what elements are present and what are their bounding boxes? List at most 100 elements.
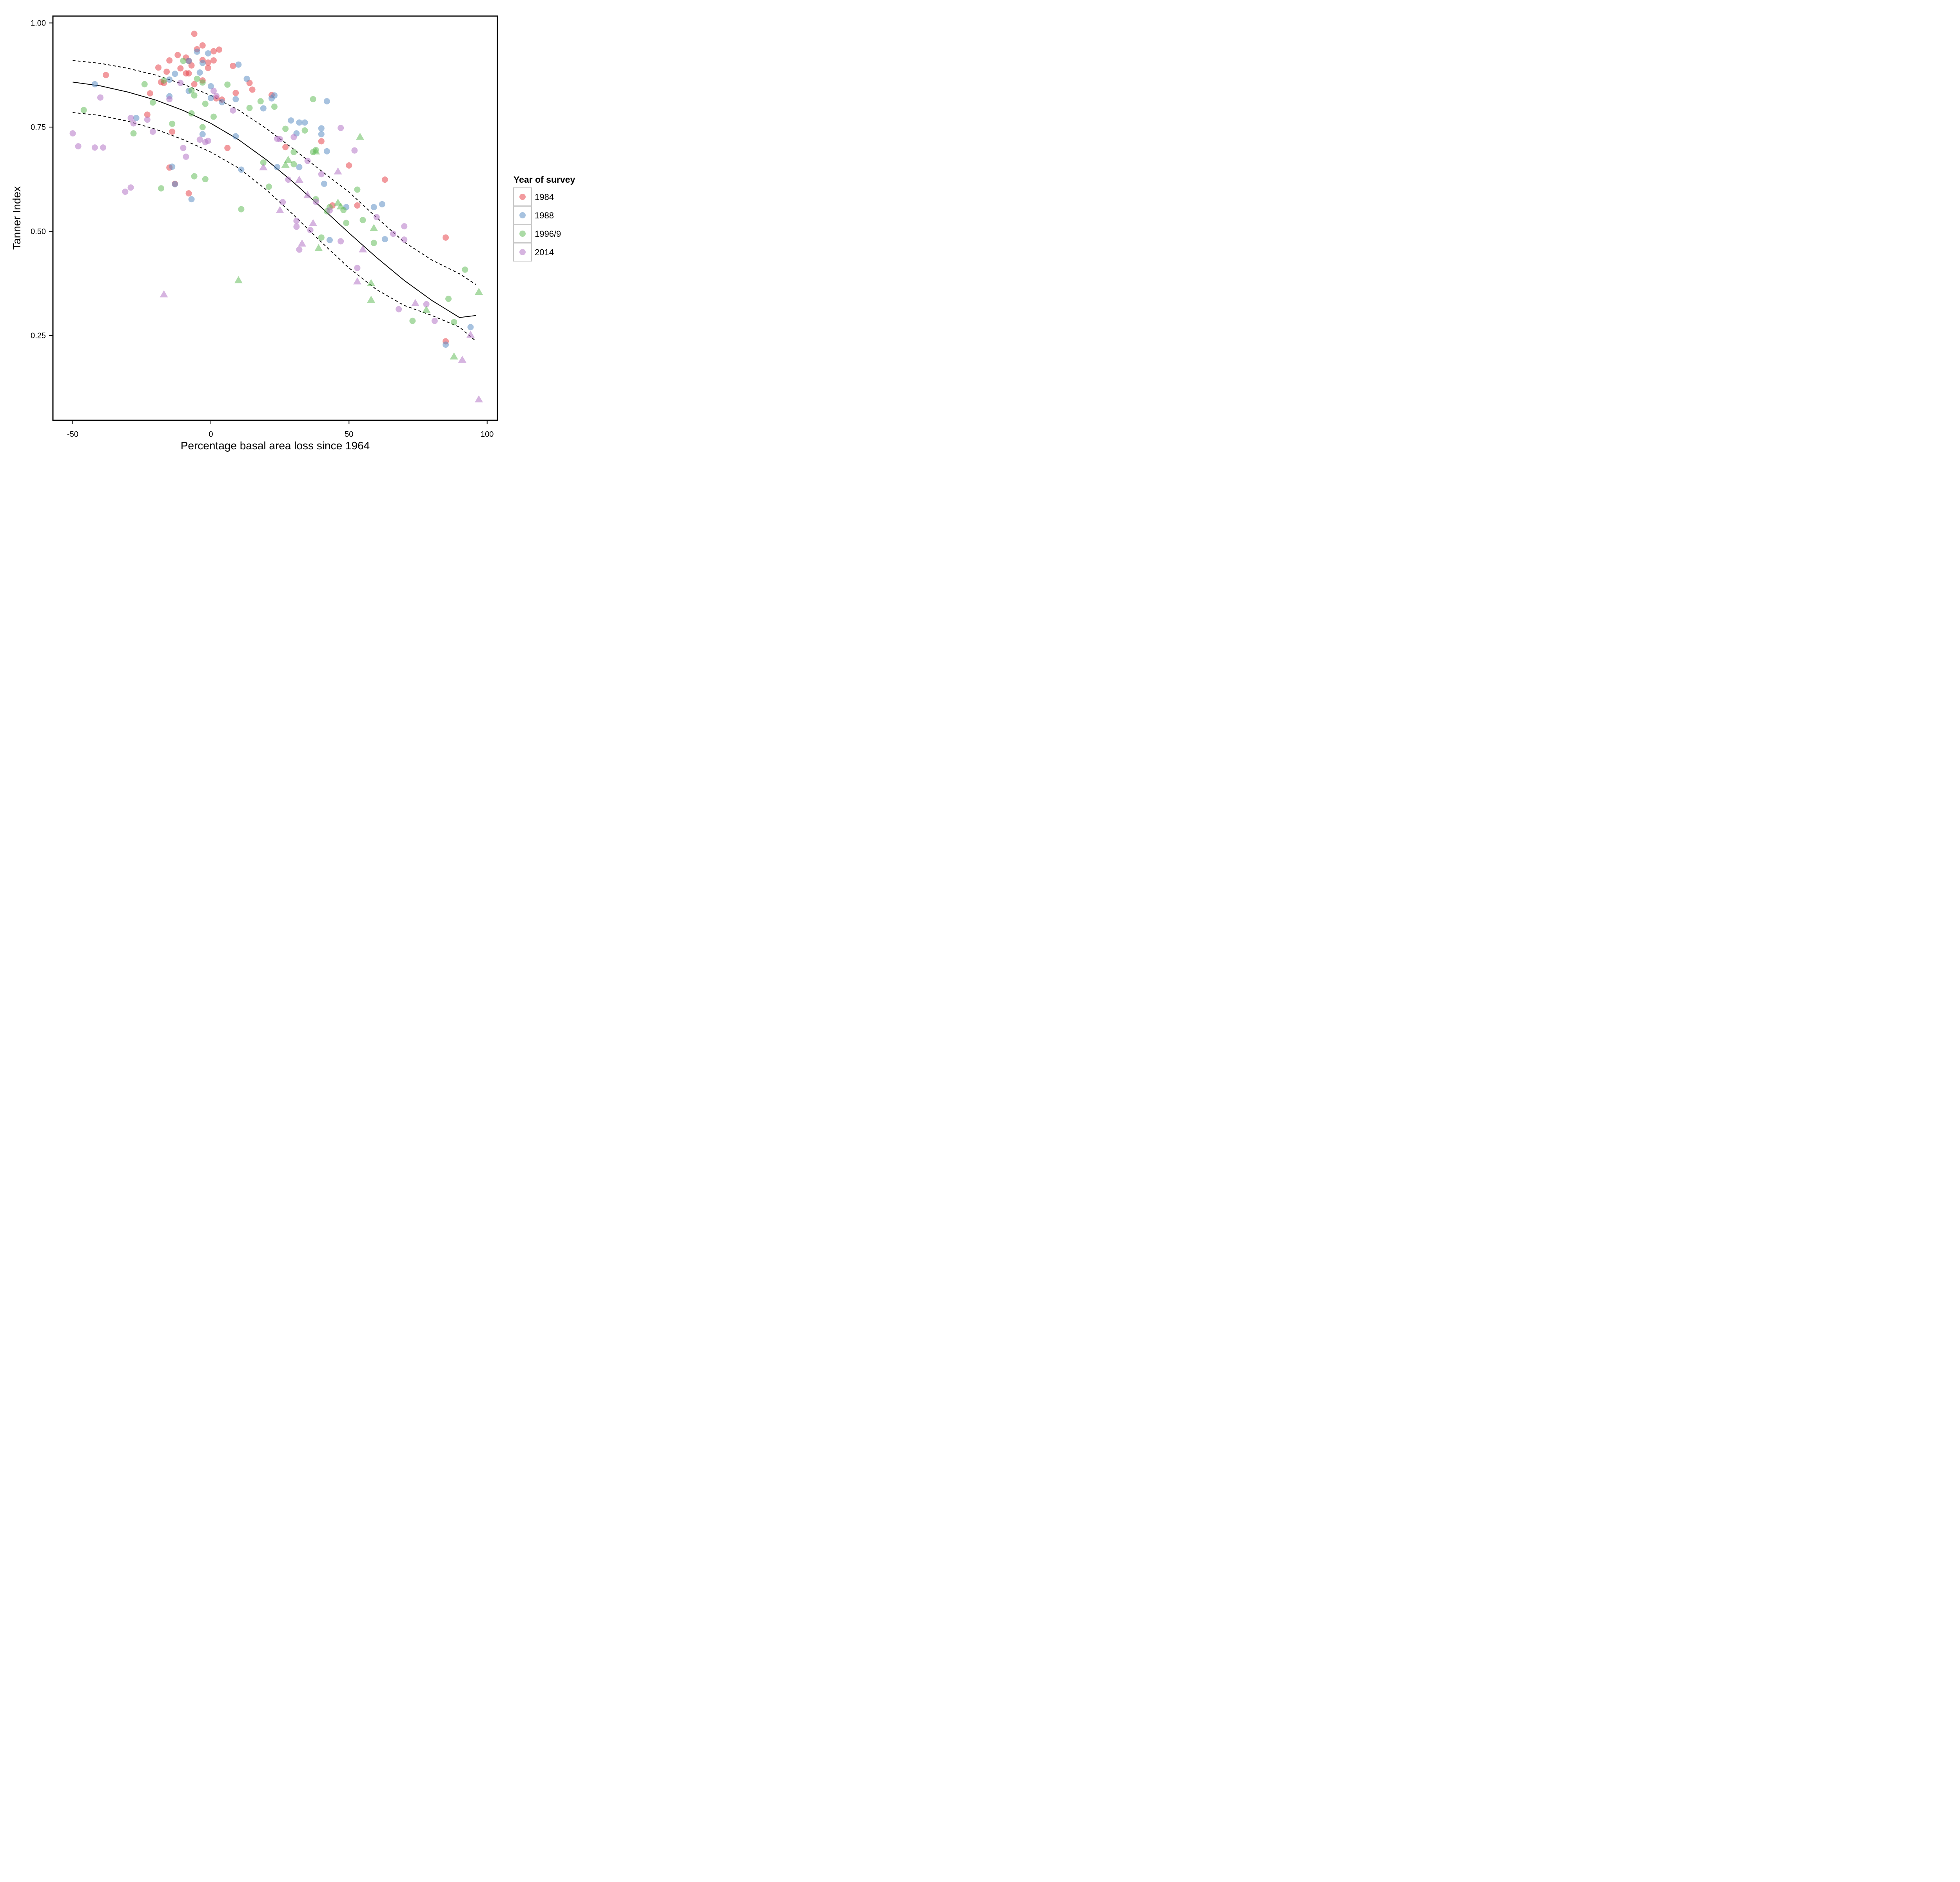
legend-key-marker [519, 194, 526, 200]
point-1988-40 [379, 201, 385, 207]
triangle-point-2014-12 [466, 331, 475, 338]
point-1988-30 [296, 164, 303, 171]
point-1996-9-18 [224, 81, 231, 88]
point-1984-7 [166, 57, 173, 64]
point-2014-13 [180, 145, 187, 151]
point-1988-14 [205, 50, 211, 57]
point-1996-9-38 [354, 186, 361, 193]
point-1996-9-28 [301, 127, 308, 134]
point-1988-35 [323, 98, 330, 105]
triangle-point-1996-9-13 [475, 288, 483, 295]
point-1996-9-7 [180, 58, 187, 64]
triangle-point-1996-9-11 [422, 305, 431, 313]
legend: Year of survey 1984 1988 1996/9 2014 [513, 174, 575, 262]
point-1988-34 [321, 180, 327, 187]
point-2014-10 [149, 128, 156, 135]
point-1996-9-42 [445, 296, 452, 302]
point-2014-32 [318, 171, 325, 178]
point-2014-2 [91, 144, 98, 151]
point-1996-9-25 [282, 125, 289, 132]
triangle-point-1996-9-8 [367, 279, 376, 286]
point-1996-9-2 [130, 130, 137, 137]
point-2014-33 [326, 207, 333, 214]
triangle-point-2014-7 [334, 167, 342, 174]
point-2014-38 [373, 214, 380, 220]
point-1988-21 [238, 166, 245, 173]
point-2014-22 [277, 136, 283, 143]
point-2014-41 [401, 223, 408, 230]
point-1996-9-11 [191, 173, 198, 180]
x-axis-ticks: -50 0 50 100 [67, 420, 494, 439]
point-1984-6 [163, 68, 170, 75]
point-2014-3 [97, 94, 103, 101]
triangle-point-1996-9-7 [356, 133, 364, 140]
triangle-point-2014-2 [276, 206, 284, 213]
point-1996-9-22 [260, 159, 267, 166]
y-tick-label: 0.75 [31, 123, 46, 132]
point-1988-25 [271, 92, 278, 99]
point-1996-9-6 [169, 120, 176, 127]
point-1996-9-4 [158, 185, 165, 192]
point-1988-11 [196, 69, 203, 76]
fit-line-solid-0 [73, 82, 476, 318]
point-1996-9-1 [141, 81, 148, 87]
triangle-point-1996-9-0 [234, 276, 243, 283]
point-2014-25 [290, 134, 297, 140]
point-1984-44 [442, 234, 449, 241]
y-tick-label: 1.00 [31, 19, 46, 28]
point-1996-9-26 [290, 149, 297, 155]
point-2014-14 [183, 153, 189, 160]
point-1988-13 [199, 131, 206, 138]
point-2014-30 [307, 227, 314, 233]
triangle-point-2014-6 [309, 219, 318, 226]
x-tick-label: 100 [481, 430, 494, 439]
point-1988-0 [91, 81, 98, 87]
point-1996-9-12 [194, 75, 200, 82]
point-1996-9-9 [188, 110, 195, 117]
point-2014-37 [354, 265, 361, 271]
point-2014-34 [338, 125, 344, 131]
point-1988-27 [288, 117, 294, 124]
point-1996-9-14 [199, 124, 206, 131]
point-2014-40 [396, 306, 402, 312]
triangle-point-2014-9 [359, 245, 367, 253]
point-1984-41 [346, 162, 352, 169]
point-1996-9-33 [318, 234, 325, 241]
triangle-point-2014-11 [458, 356, 466, 363]
point-1984-26 [205, 65, 211, 71]
triangle-point-1996-9-4 [314, 244, 323, 251]
legend-key-marker [519, 212, 526, 218]
point-2014-0 [69, 130, 76, 137]
point-2014-5 [122, 188, 129, 195]
triangle-point-1996-9-12 [450, 352, 458, 360]
point-2014-24 [285, 176, 292, 183]
point-2014-44 [431, 318, 438, 324]
point-1984-22 [199, 42, 206, 49]
triangle-point-1996-9-1 [281, 160, 290, 168]
point-1996-9-44 [462, 266, 468, 273]
point-2014-23 [279, 199, 286, 205]
x-tick-label: 0 [209, 430, 213, 439]
point-2014-36 [351, 147, 358, 154]
point-1996-9-37 [343, 220, 350, 226]
legend-key-marker [519, 249, 526, 255]
point-1996-9-5 [161, 77, 167, 84]
point-1988-2 [166, 76, 173, 83]
point-2014-12 [177, 80, 184, 86]
legend-label: 2014 [535, 247, 554, 257]
point-1988-33 [318, 131, 325, 138]
point-1988-19 [232, 133, 239, 140]
triangle-point-2014-10 [411, 299, 419, 306]
y-tick-label: 0.25 [31, 332, 46, 340]
point-2014-20 [230, 107, 236, 114]
point-1996-9-3 [149, 99, 156, 106]
point-1984-38 [282, 144, 289, 151]
point-1984-36 [249, 86, 256, 93]
point-1988-1 [133, 114, 140, 121]
point-1988-36 [323, 148, 330, 154]
point-1984-39 [318, 138, 325, 145]
triangle-point-2014-1 [259, 163, 268, 171]
y-tick-label: 0.50 [31, 227, 46, 236]
point-1984-27 [210, 48, 217, 54]
point-2014-27 [293, 223, 300, 230]
